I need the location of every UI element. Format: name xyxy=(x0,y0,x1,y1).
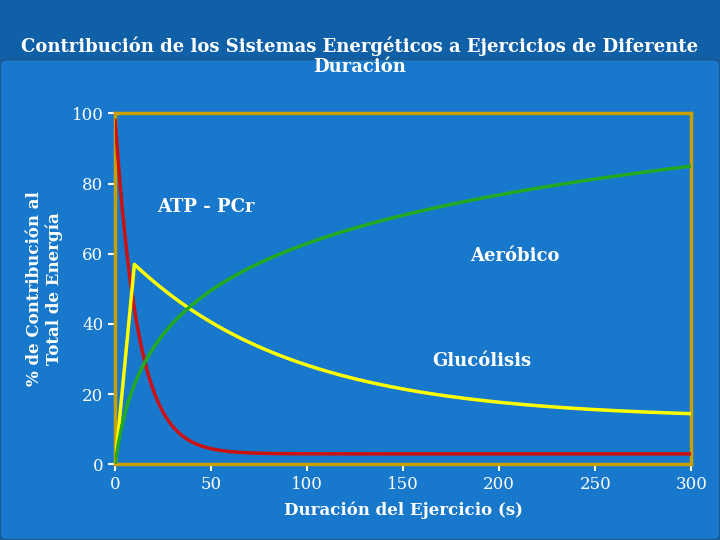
Text: ATP - PCr: ATP - PCr xyxy=(158,198,255,215)
Text: Contribución de los Sistemas Energéticos a Ejercicios de Diferente: Contribución de los Sistemas Energéticos… xyxy=(22,36,698,56)
Text: Aeróbico: Aeróbico xyxy=(470,247,560,265)
Text: Duración: Duración xyxy=(314,58,406,77)
Y-axis label: % de Contribución al
Total de Energía: % de Contribución al Total de Energía xyxy=(26,192,63,386)
X-axis label: Duración del Ejercicio (s): Duración del Ejercicio (s) xyxy=(284,502,523,519)
Text: Glucólisis: Glucólisis xyxy=(432,352,531,370)
